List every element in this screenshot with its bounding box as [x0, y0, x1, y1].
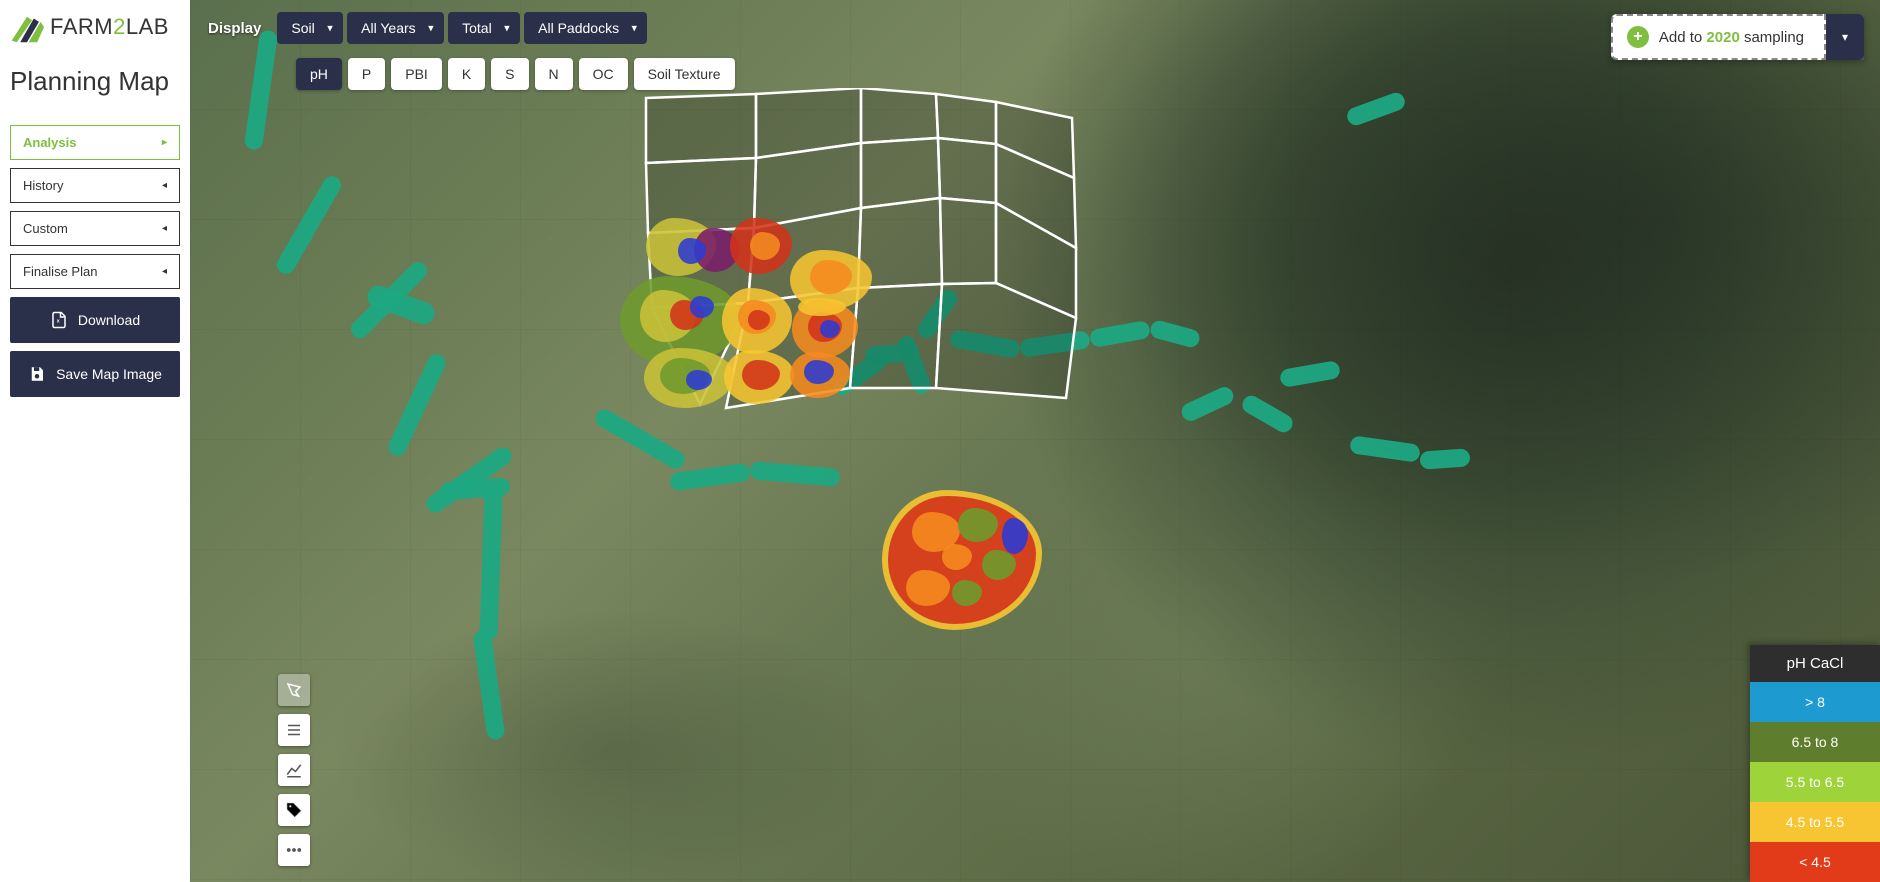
tag-icon[interactable] — [278, 794, 310, 826]
file-download-icon: x — [50, 311, 68, 329]
road-overlay — [1419, 448, 1470, 469]
param-pbi[interactable]: PBI — [391, 58, 442, 90]
legend-row: 4.5 to 5.5 — [1750, 802, 1880, 842]
brand-mark-icon — [10, 10, 44, 44]
list-icon[interactable] — [278, 714, 310, 746]
legend-row: 5.5 to 6.5 — [1750, 762, 1880, 802]
nav-label: Finalise Plan — [23, 264, 97, 279]
page-title: Planning Map — [10, 66, 180, 97]
param-ph[interactable]: pH — [296, 58, 342, 90]
save-map-label: Save Map Image — [56, 366, 162, 382]
legend-row: > 8 — [1750, 682, 1880, 722]
plus-icon: + — [1627, 26, 1649, 48]
param-s[interactable]: S — [491, 58, 528, 90]
brand-text: FARM2LAB — [50, 14, 169, 40]
nav-item-custom[interactable]: Custom ◂ — [10, 211, 180, 246]
svg-text:x: x — [57, 318, 60, 324]
dropdown-layer[interactable]: Soil — [277, 12, 342, 44]
dropdown-agg[interactable]: Total — [448, 12, 520, 44]
nav-label: Custom — [23, 221, 68, 236]
legend-row: 6.5 to 8 — [1750, 722, 1880, 762]
save-map-image-button[interactable]: Save Map Image — [10, 351, 180, 397]
nav-item-finalise[interactable]: Finalise Plan ◂ — [10, 254, 180, 289]
brand-logo: FARM2LAB — [10, 10, 180, 44]
chevron-left-icon: ◂ — [162, 266, 167, 277]
legend: pH CaCl > 86.5 to 85.5 to 6.54.5 to 5.5<… — [1750, 645, 1880, 882]
polygon-select-icon[interactable] — [278, 674, 310, 706]
chevron-right-icon: ▸ — [162, 137, 167, 148]
add-to-year: 2020 — [1706, 29, 1739, 46]
add-to-sampling-button[interactable]: + Add to 2020 sampling — [1611, 14, 1826, 60]
map-canvas[interactable]: Display Soil All Years Total All Paddock… — [190, 0, 1880, 882]
nav-label: History — [23, 178, 63, 193]
display-label: Display — [208, 20, 261, 37]
nav-item-analysis[interactable]: Analysis ▸ — [10, 125, 180, 160]
dropdown-year[interactable]: All Years — [347, 12, 443, 44]
dots-icon[interactable] — [278, 834, 310, 866]
param-k[interactable]: K — [448, 58, 485, 90]
save-icon — [28, 365, 46, 383]
add-to-post: sampling — [1744, 29, 1804, 46]
param-texture[interactable]: Soil Texture — [634, 58, 735, 90]
display-controls: Display Soil All Years Total All Paddock… — [208, 12, 647, 44]
nav-label: Analysis — [23, 135, 76, 150]
add-to-pre: Add to — [1659, 29, 1702, 46]
param-p[interactable]: P — [348, 58, 385, 90]
param-oc[interactable]: OC — [579, 58, 628, 90]
map-tool-stack — [278, 674, 310, 866]
chart-icon[interactable] — [278, 754, 310, 786]
add-to-sampling-dropdown[interactable]: ▾ — [1826, 14, 1864, 60]
nav-item-history[interactable]: History ◂ — [10, 168, 180, 203]
dropdown-paddock[interactable]: All Paddocks — [524, 12, 647, 44]
legend-title: pH CaCl — [1750, 645, 1880, 682]
parameter-row: pHPPBIKSNOCSoil Texture — [296, 58, 735, 90]
chevron-left-icon: ◂ — [162, 180, 167, 191]
download-label: Download — [78, 312, 140, 328]
download-button[interactable]: x Download — [10, 297, 180, 343]
legend-row: < 4.5 — [1750, 842, 1880, 882]
chevron-left-icon: ◂ — [162, 223, 167, 234]
param-n[interactable]: N — [535, 58, 573, 90]
add-to-sampling: + Add to 2020 sampling ▾ — [1611, 14, 1864, 60]
sidebar: FARM2LAB Planning Map Analysis▸History◂C… — [0, 0, 190, 882]
